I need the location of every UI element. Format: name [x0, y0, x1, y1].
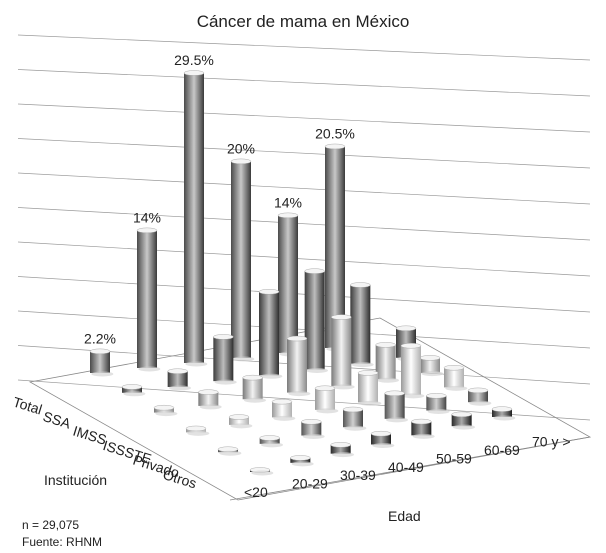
- bar-issste-20-29: [228, 414, 253, 429]
- bar-otros-20-29: [290, 455, 314, 467]
- bar-imss-40-49: [286, 335, 311, 397]
- bar-otros-40-49: [370, 430, 395, 448]
- bar-issste-30-39: [271, 398, 296, 421]
- sample-size-note: n = 29,075: [22, 518, 79, 532]
- x-axis-title: Edad: [388, 508, 421, 524]
- bar-total-30-39: [183, 70, 208, 367]
- x-tick-label: <20: [244, 484, 268, 500]
- x-tick-label: 60-69: [484, 442, 520, 458]
- gridline: [17, 138, 591, 169]
- source-note: Fuente: RHNM: [22, 535, 102, 549]
- bar-issste-60-69: [400, 343, 425, 399]
- data-label: 14%: [274, 194, 302, 210]
- bar-total-20: [89, 348, 114, 377]
- x-axis-line: [229, 436, 591, 501]
- gridline: [17, 172, 591, 205]
- bar-otros-50-59: [411, 418, 435, 439]
- series-tick-label: Total: [11, 394, 44, 418]
- x-tick-label: 30-39: [340, 467, 376, 483]
- gridline: [17, 276, 591, 313]
- bar-ssa-20: [121, 384, 146, 397]
- bar-imss-50-59: [331, 314, 355, 390]
- bar-ssa-50-59: [304, 268, 328, 373]
- bar-otros-60-69: [451, 411, 475, 430]
- gridline: [17, 310, 591, 349]
- bar-issste-70-y: [443, 365, 468, 391]
- x-tick-label: 70 y >: [532, 434, 571, 450]
- series-tick-label: Otros: [161, 466, 198, 491]
- bar-total-40-49: [230, 158, 255, 362]
- bar-privado-70-y: [467, 387, 492, 406]
- grid: [17, 34, 591, 421]
- bars: [89, 70, 516, 476]
- bar-privado-50-59: [384, 390, 408, 423]
- bar-ssa-30-39: [213, 334, 237, 385]
- bar-privado-60-69: [426, 393, 450, 415]
- bar-issste-40-49: [314, 385, 339, 414]
- bar-imss-70-y: [419, 355, 444, 377]
- gridline: [17, 103, 591, 133]
- bar-otros-30-39: [330, 442, 354, 458]
- chart-title: Cáncer de mama en México: [197, 12, 410, 31]
- bar-imss-60-69: [375, 342, 399, 383]
- bar-total-20-29: [136, 227, 161, 372]
- x-tick-label: 20-29: [292, 476, 328, 492]
- gridline: [17, 241, 591, 277]
- gridline: [17, 69, 591, 97]
- bar-otros-20: [249, 467, 274, 476]
- bar-ssa-20-29: [167, 368, 191, 391]
- bar-total-50-59: [277, 212, 302, 357]
- bar-privado-20-29: [259, 435, 283, 448]
- gridline: [17, 34, 591, 61]
- data-label: 20%: [227, 140, 255, 156]
- x-tick-label: 50-59: [436, 450, 472, 466]
- series-tick-label: SSA: [41, 408, 73, 432]
- bar-otros-70-y: [491, 406, 516, 421]
- bar-issste-50-59: [357, 370, 382, 406]
- x-tick-label: 40-49: [388, 459, 424, 475]
- data-label: 29.5%: [174, 52, 214, 68]
- y-axis-title: Institución: [44, 472, 107, 488]
- bar-issste-20: [185, 425, 210, 436]
- bar-privado-40-49: [342, 406, 367, 431]
- gridline: [17, 207, 591, 241]
- data-label: 20.5%: [315, 125, 355, 141]
- bar-privado-30-39: [301, 419, 325, 440]
- bar-imss-20-29: [198, 389, 222, 410]
- bar-ssa-40-49: [258, 289, 283, 379]
- bar-imss-20: [153, 404, 178, 417]
- data-label: 2.2%: [84, 330, 116, 346]
- data-label: 14%: [133, 209, 161, 225]
- bar-privado-20: [217, 446, 242, 456]
- bar-imss-30-39: [242, 374, 266, 403]
- bar-ssa-60-69: [350, 282, 374, 368]
